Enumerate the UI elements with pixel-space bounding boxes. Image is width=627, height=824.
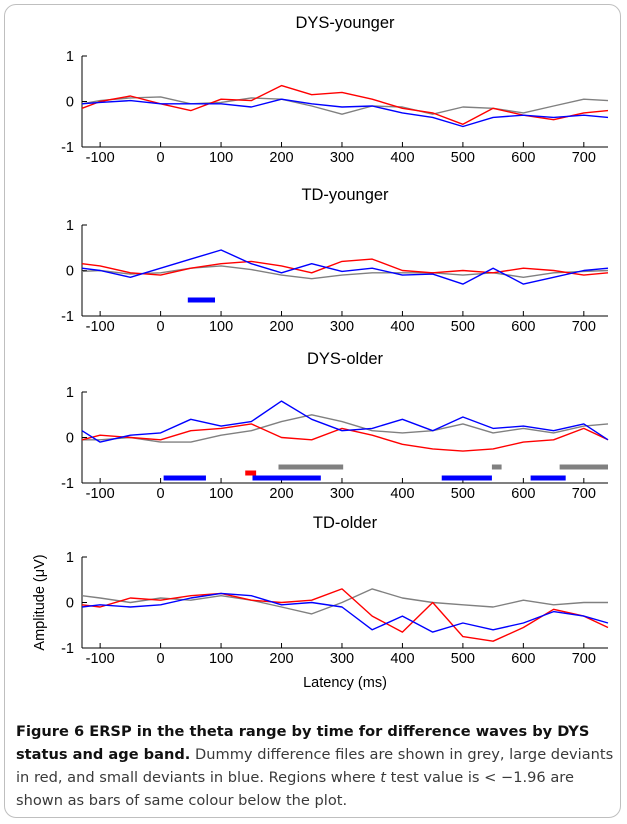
caption-t: t [380, 769, 387, 786]
x-tick-label: -100 [86, 319, 115, 335]
x-tick-label: 700 [572, 651, 596, 667]
significance-bar [163, 475, 206, 481]
x-tick-label: 400 [390, 486, 414, 502]
caption-title: ERSP in the theta range by time for diff… [16, 723, 590, 763]
y-tick-label: 1 [66, 218, 74, 234]
series-line-3 [81, 98, 609, 128]
x-tick-label: 700 [572, 319, 596, 335]
y-axis-label: Amplitude (μV) [32, 554, 48, 650]
x-tick-label: 500 [451, 651, 475, 667]
significance-bar [252, 475, 321, 481]
y-tick-label: 0 [66, 95, 74, 111]
x-tick-label: 700 [572, 486, 596, 502]
y-tick-label: -1 [61, 140, 74, 156]
series-line-2 [81, 423, 609, 452]
x-tick-label: 0 [157, 486, 165, 502]
figure-caption: Figure 6 ERSP in the theta range by time… [16, 720, 614, 812]
x-tick-label: 100 [209, 486, 233, 502]
x-tick-label: 200 [269, 486, 293, 502]
x-tick-label: 300 [330, 150, 354, 166]
x-tick-label: -100 [86, 486, 115, 502]
series-line-2 [81, 84, 609, 126]
significance-bar [278, 464, 344, 470]
x-tick-label: 600 [511, 651, 535, 667]
x-tick-label: 0 [157, 150, 165, 166]
chart-title: DYS-younger [295, 14, 395, 32]
caption-label: Figure 6 [16, 723, 85, 740]
x-tick-label: -100 [86, 150, 115, 166]
chart-title: TD-older [313, 514, 378, 532]
x-tick-label: -100 [86, 651, 115, 667]
significance-bar [441, 475, 492, 481]
caption-text: Dummy difference files are shown in grey… [16, 746, 614, 786]
x-axis-label: Latency (ms) [303, 675, 387, 691]
x-tick-label: 200 [269, 651, 293, 667]
x-tick-label: 600 [511, 150, 535, 166]
chart-panel-3: DYS-older -1 0 1 -100 0 100 200 300 400 500 600 700 [61, 350, 609, 502]
series-line-3 [81, 249, 609, 285]
x-tick-label: 700 [572, 150, 596, 166]
significance-bar [530, 475, 566, 481]
y-tick-label: -1 [61, 641, 74, 657]
x-tick-label: 100 [209, 319, 233, 335]
x-tick-label: 500 [451, 319, 475, 335]
x-tick-label: 0 [157, 651, 165, 667]
x-tick-label: 300 [330, 651, 354, 667]
x-tick-label: 200 [269, 150, 293, 166]
significance-bar [245, 470, 257, 476]
x-tick-label: 400 [390, 319, 414, 335]
significance-bar [187, 297, 216, 303]
chart-panel-4: TD-older -1 0 1 -100 0 100 200 300 400 500 600 700 La… [32, 514, 609, 691]
y-tick-label: -1 [61, 476, 74, 492]
y-tick-label: 1 [66, 550, 74, 566]
plot-area [82, 392, 608, 483]
series-line-3 [81, 400, 609, 443]
x-tick-label: 400 [390, 150, 414, 166]
chart-panel-2: TD-younger -1 0 1 -100 0 100 200 300 400 500 600 700 [61, 186, 609, 335]
series-line-1 [82, 414, 609, 443]
y-tick-label: 0 [66, 596, 74, 612]
x-tick-label: 0 [157, 319, 165, 335]
chart-panel-1: DYS-younger -1 0 1 -100 0 100 200 300 400 500 600 70… [61, 14, 609, 166]
x-tick-label: 400 [390, 651, 414, 667]
y-tick-label: 0 [66, 264, 74, 280]
y-tick-label: 1 [66, 49, 74, 65]
x-tick-label: 300 [330, 319, 354, 335]
chart-title: DYS-older [307, 350, 384, 368]
x-tick-label: 200 [269, 319, 293, 335]
x-tick-label: 100 [209, 150, 233, 166]
plot-area [82, 557, 608, 648]
figure-frame [4, 4, 621, 818]
y-tick-label: -1 [61, 309, 74, 325]
series-line-1 [81, 588, 608, 615]
series-line-2 [81, 588, 609, 642]
x-tick-label: 600 [511, 486, 535, 502]
caption-text-end: test value is < −1.96 are shown as bars … [16, 769, 574, 809]
series-line-1 [81, 265, 609, 280]
x-tick-label: 500 [451, 150, 475, 166]
x-tick-label: 300 [330, 486, 354, 502]
y-tick-label: 0 [66, 431, 74, 447]
significance-bar [491, 464, 502, 470]
series-line-2 [81, 258, 609, 276]
plot-area [82, 56, 608, 147]
x-tick-label: 600 [511, 319, 535, 335]
significance-bar [559, 464, 608, 470]
chart-title: TD-younger [301, 186, 389, 204]
series-line-1 [81, 96, 609, 115]
y-tick-label: 1 [66, 385, 74, 401]
x-tick-label: 100 [209, 651, 233, 667]
series-line-3 [81, 592, 609, 633]
x-tick-label: 500 [451, 486, 475, 502]
